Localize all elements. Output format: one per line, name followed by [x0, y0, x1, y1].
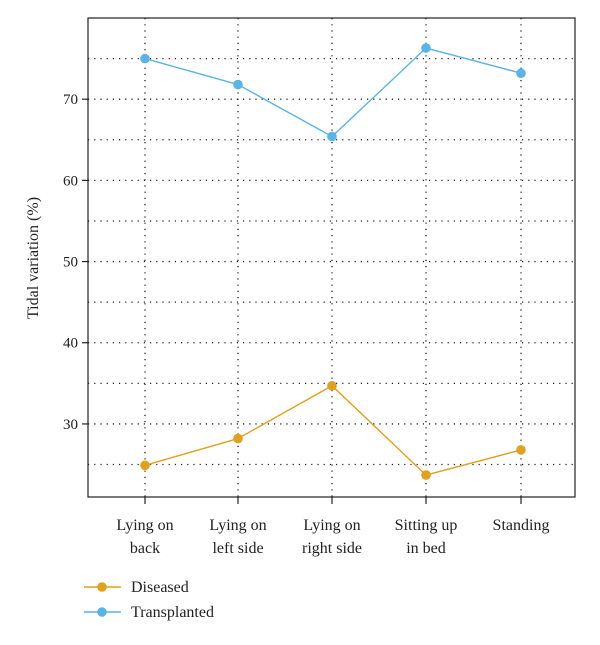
series-line [144, 47, 522, 138]
x-tick-label-line: Standing [493, 517, 550, 534]
legend-label: Diseased [131, 579, 189, 596]
x-tick-label-line: Lying on [116, 517, 173, 534]
legend-marker [97, 607, 107, 617]
data-point [327, 380, 337, 391]
x-tick-label: Lying on back [116, 517, 173, 557]
y-tick-label: 50 [63, 255, 78, 271]
legend-item-transplanted: Transplanted [84, 604, 214, 621]
series-transplanted [140, 43, 526, 142]
x-tick-label: Lying on left side [209, 517, 266, 557]
series-line [144, 384, 522, 476]
data-point [516, 68, 526, 79]
y-axis-ticks: 30 40 50 60 70 [63, 92, 88, 433]
x-tick-label-line: Lying on [303, 517, 360, 534]
legend: Diseased Transplanted [84, 579, 214, 621]
grid-lines [88, 18, 575, 497]
x-tick-label-line: back [130, 540, 160, 557]
legend-item-diseased: Diseased [84, 579, 189, 596]
x-axis-ticks: Lying on back Lying on left side Lying on rig… [116, 497, 549, 557]
data-point [140, 460, 150, 471]
data-point [516, 445, 526, 455]
y-axis-label: Tidal variation (%) [25, 197, 42, 319]
data-point [421, 43, 431, 53]
y-tick-label: 30 [63, 417, 78, 433]
y-tick-label: 70 [63, 92, 78, 108]
data-point [233, 433, 243, 444]
data-point [421, 470, 431, 480]
x-tick-label-line: left side [212, 540, 263, 557]
x-tick-label: Lying on right side [302, 517, 362, 557]
legend-label: Transplanted [131, 604, 214, 621]
series-diseased [140, 380, 526, 480]
x-tick-label-line: in bed [406, 540, 446, 557]
x-tick-label: Standing [493, 517, 550, 534]
plot-frame [87, 17, 576, 498]
y-tick-label: 40 [63, 336, 78, 352]
x-tick-label-line: Sitting up [395, 517, 458, 534]
x-tick-label: Sitting up in bed [395, 517, 458, 557]
x-tick-label-line: right side [302, 540, 362, 557]
data-point [327, 131, 337, 142]
x-tick-label-line: Lying on [209, 517, 266, 534]
legend-marker [97, 582, 107, 592]
data-point [140, 53, 150, 64]
data-point [233, 79, 243, 90]
y-tick-label: 60 [63, 173, 78, 189]
series-layer [140, 43, 526, 480]
